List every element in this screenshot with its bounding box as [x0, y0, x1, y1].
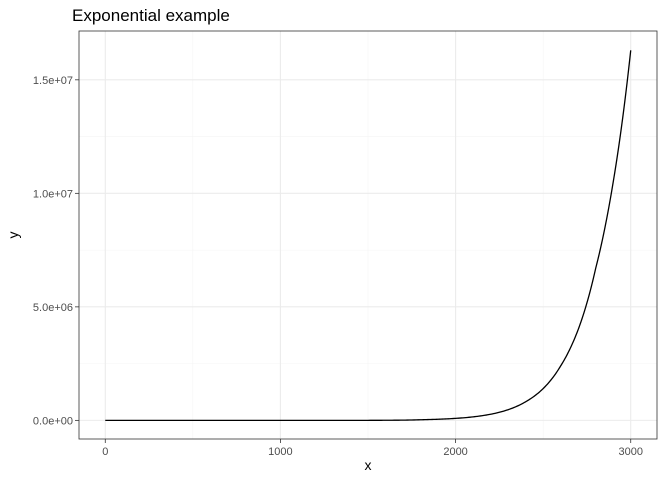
exponential-series-line	[105, 50, 632, 422]
y-axis-title: y	[5, 232, 21, 239]
y-axis-ticks: 0.0e+00 5.0e+06 1.0e+07 1.5e+07	[33, 75, 79, 427]
x-tick-label: 3000	[618, 446, 642, 458]
minor-gridlines	[79, 31, 657, 439]
y-tick-label: 1.0e+07	[33, 188, 73, 200]
y-tick-label: 0.0e+00	[33, 415, 73, 427]
x-tick-label: 0	[102, 446, 108, 458]
panel-border	[78, 30, 658, 440]
chart-title: Exponential example	[72, 6, 230, 25]
y-tick-label: 1.5e+07	[33, 75, 73, 87]
y-tick-label: 5.0e+06	[33, 302, 73, 314]
x-tick-label: 1000	[268, 446, 292, 458]
x-axis-title: x	[365, 457, 372, 473]
x-axis-ticks: 0 1000 2000 3000	[102, 439, 643, 458]
x-tick-label: 2000	[443, 446, 467, 458]
